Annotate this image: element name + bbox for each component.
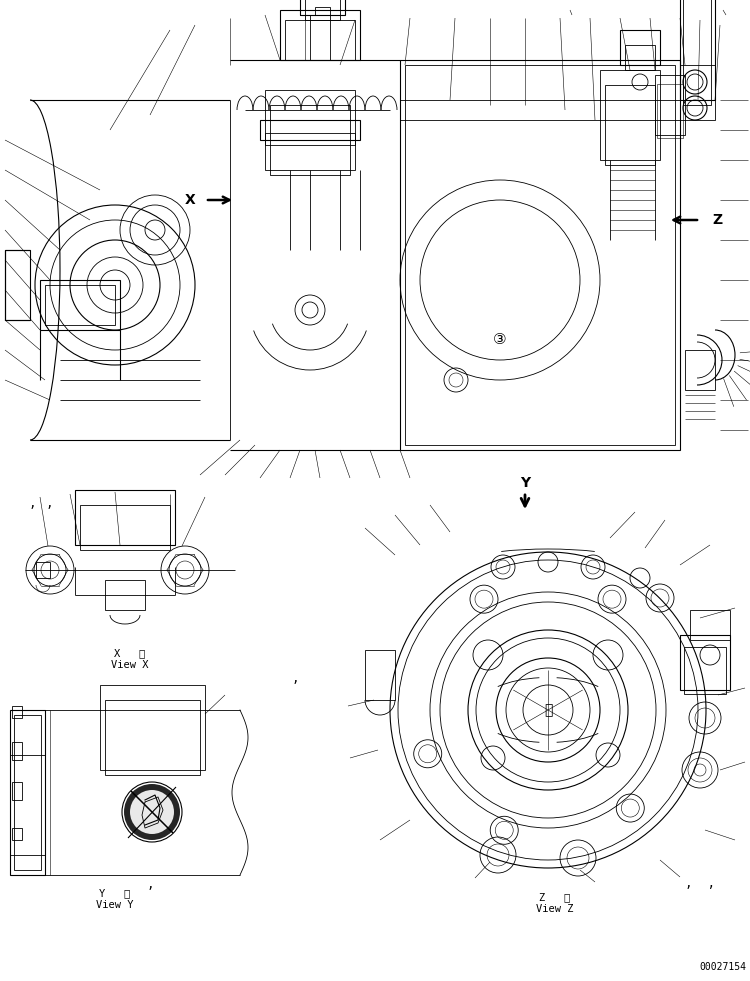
Bar (10, 710, 45, 875)
Text: ,: , (146, 878, 154, 891)
Bar (12, 782, 22, 800)
Text: X   視: X 視 (114, 648, 146, 658)
Bar (685, 350, 715, 390)
Bar (40, 280, 120, 330)
Bar (36, 562, 50, 578)
Bar (305, 0, 340, 20)
Circle shape (124, 784, 180, 840)
Bar (400, 60, 680, 450)
Bar (625, 45, 655, 70)
Bar (683, 0, 711, 105)
Bar (684, 647, 726, 694)
Bar (680, 65, 715, 120)
Bar (285, 20, 355, 60)
Text: ③: ③ (494, 333, 507, 347)
Bar (680, 635, 730, 690)
Bar (655, 75, 685, 135)
Text: 米: 米 (544, 703, 552, 717)
Bar (75, 490, 175, 545)
Text: Y: Y (520, 476, 530, 490)
Bar (690, 610, 730, 640)
Bar (605, 85, 655, 165)
Bar (270, 105, 350, 175)
Text: 00027154: 00027154 (699, 962, 746, 972)
Bar (45, 285, 115, 325)
Text: Z   視: Z 視 (539, 892, 571, 902)
Bar (315, 7, 330, 15)
Bar (14, 715, 41, 870)
Bar (12, 742, 22, 760)
Text: View Z: View Z (536, 904, 574, 914)
Bar (405, 65, 675, 445)
Bar (12, 828, 22, 840)
Bar (105, 700, 200, 775)
Text: View X: View X (111, 660, 148, 670)
Bar (5, 250, 30, 320)
Bar (620, 30, 660, 65)
Bar (300, 0, 345, 15)
Bar (680, 0, 715, 100)
Text: Y   視: Y 視 (99, 888, 130, 898)
Text: ,: , (45, 497, 53, 510)
Text: ,: , (28, 497, 35, 510)
Bar (105, 580, 145, 610)
Text: ,: , (291, 672, 298, 685)
Bar (265, 90, 355, 170)
Bar (100, 685, 205, 770)
Circle shape (130, 790, 174, 834)
Bar (657, 84, 683, 138)
Bar (80, 505, 170, 550)
Bar (260, 120, 360, 140)
Text: Z: Z (712, 213, 722, 227)
Text: ,  ,: , , (685, 877, 715, 890)
Bar (600, 70, 660, 160)
Bar (280, 10, 360, 60)
Bar (265, 133, 355, 145)
Bar (12, 706, 22, 718)
Text: View Y: View Y (96, 900, 134, 910)
Bar (365, 650, 395, 700)
Text: X: X (184, 193, 195, 207)
